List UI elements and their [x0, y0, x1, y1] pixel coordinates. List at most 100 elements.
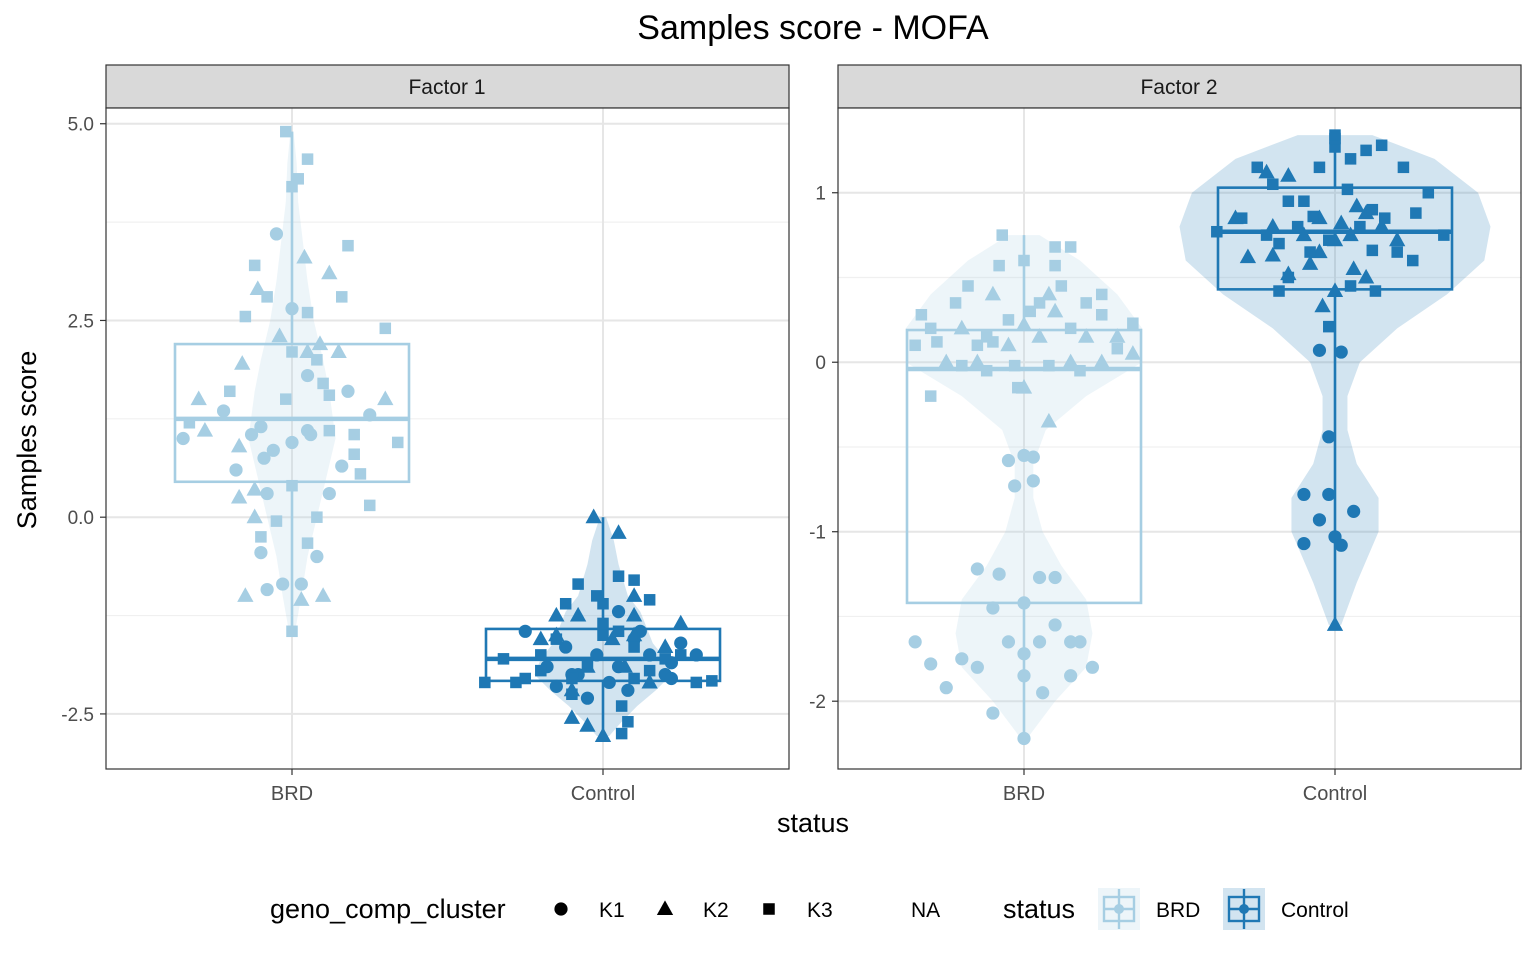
point-square	[1111, 342, 1124, 355]
point-square	[1410, 207, 1422, 219]
point-triangle	[1040, 412, 1058, 428]
point-triangle	[1314, 297, 1331, 313]
legend-label: K3	[807, 899, 833, 922]
point-triangle	[296, 248, 313, 264]
point-square	[612, 625, 625, 638]
point-square	[301, 537, 314, 549]
point-circle	[1026, 474, 1040, 488]
point-square	[224, 385, 236, 398]
point-square	[1329, 129, 1341, 141]
point-square	[1282, 195, 1295, 207]
point-triangle	[604, 630, 621, 646]
point-square	[993, 259, 1005, 272]
point-triangle	[657, 638, 674, 654]
y-tick-label: 1	[815, 184, 826, 205]
plot-area-factor-1: -2.5 0.0 2.5 5.0 BRD Control	[61, 108, 789, 805]
point-square	[566, 672, 578, 685]
point-circle	[674, 636, 688, 650]
point-square	[643, 594, 656, 606]
point-triangle	[569, 606, 587, 622]
point-square	[924, 390, 937, 402]
legend-label: K1	[599, 899, 625, 922]
point-square	[1360, 144, 1372, 157]
point-square	[1235, 212, 1248, 224]
point-square	[956, 359, 968, 372]
point-square	[519, 672, 532, 685]
point-circle	[1001, 635, 1016, 649]
point-square	[342, 239, 354, 252]
point-circle	[260, 582, 274, 597]
point-square	[391, 436, 404, 449]
point-circle	[518, 624, 532, 638]
point-square	[1273, 285, 1285, 297]
point-square	[292, 173, 304, 185]
point-circle	[1036, 686, 1050, 700]
point-triangle	[938, 353, 955, 369]
point-square	[379, 322, 392, 335]
point-triangle	[585, 508, 602, 524]
point-square	[1043, 359, 1055, 372]
point-square	[931, 336, 943, 348]
point-triangle	[625, 587, 643, 602]
point-circle	[986, 601, 1000, 615]
y-axis-title: Samples score	[12, 351, 42, 530]
point-square	[280, 125, 292, 138]
point-square	[591, 590, 603, 602]
point-circle	[300, 368, 315, 383]
point-triangle	[1326, 282, 1344, 298]
legend-label: NA	[911, 899, 940, 922]
point-square	[581, 657, 594, 669]
legend: geno_comp_cluster K1 K2 K3 NA status BRD Contro…	[270, 888, 1349, 930]
point-circle	[559, 640, 573, 654]
point-square	[280, 393, 292, 405]
point-square	[311, 511, 323, 523]
point-circle	[335, 459, 349, 473]
point-square	[1323, 320, 1335, 333]
point-triangle	[237, 587, 254, 602]
point-circle	[216, 404, 231, 418]
point-circle	[1085, 660, 1100, 674]
point-square	[1344, 280, 1357, 292]
point-square	[1033, 297, 1046, 309]
point-triangle	[1093, 353, 1110, 369]
point-circle	[294, 577, 308, 591]
legend-title-status: status	[1003, 894, 1075, 924]
point-circle	[1064, 635, 1078, 649]
point-circle	[1347, 504, 1361, 518]
point-circle	[1322, 487, 1336, 502]
point-circle	[1026, 450, 1040, 464]
point-circle	[1017, 669, 1031, 683]
point-circle	[266, 443, 280, 457]
point-square	[1080, 297, 1092, 309]
point-square	[354, 468, 367, 480]
point-circle	[1048, 570, 1062, 585]
point-square	[301, 306, 314, 319]
violin-brd	[248, 131, 336, 632]
point-circle	[285, 435, 299, 450]
point-triangle	[1078, 328, 1095, 343]
x-tick-label: BRD	[1003, 783, 1045, 805]
point-triangle	[1258, 163, 1275, 179]
point-circle	[257, 451, 271, 465]
point-circle	[1032, 635, 1047, 649]
point-circle	[363, 408, 377, 422]
point-square	[980, 331, 993, 343]
point-square	[597, 629, 609, 641]
legend-key-circle	[554, 902, 568, 916]
strip-factor-1	[105, 64, 790, 109]
point-triangle	[579, 717, 596, 732]
point-square	[348, 448, 360, 460]
point-square	[615, 727, 628, 740]
strip-factor-2	[837, 64, 1522, 109]
legend-label: K2	[703, 899, 729, 922]
strip-label-factor-2: Factor 2	[1140, 76, 1217, 99]
point-circle	[254, 546, 268, 560]
point-triangle	[532, 630, 549, 646]
y-tick-label: 5.0	[68, 115, 94, 136]
point-triangle	[672, 614, 689, 630]
point-square	[1304, 246, 1316, 258]
point-triangle	[1015, 316, 1033, 331]
point-square	[1307, 210, 1319, 223]
point-triangle	[616, 658, 633, 673]
